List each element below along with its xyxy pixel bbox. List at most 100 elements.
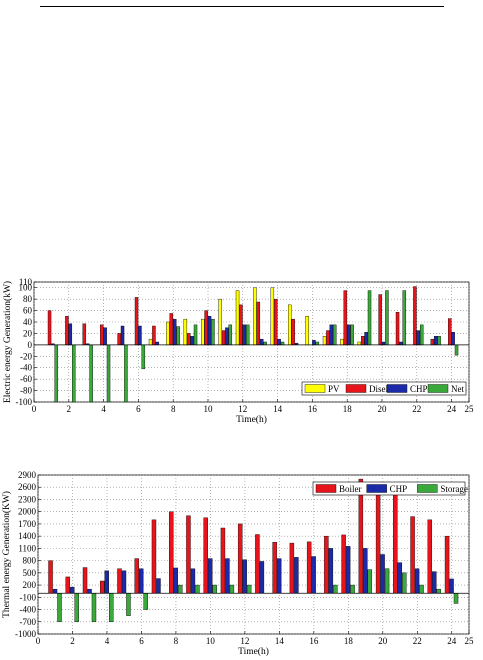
- bar-chp-19: [364, 332, 368, 346]
- bar-net-22: [419, 324, 424, 346]
- legend-label-pv: PV: [328, 384, 340, 394]
- bar-disel-13: [256, 301, 261, 346]
- bar-pv-15: [288, 304, 292, 346]
- bar-net-20: [385, 290, 389, 346]
- y-tick-label: 80: [23, 294, 33, 304]
- legend-swatch-storage: [417, 484, 438, 493]
- y-tick-label: 20: [23, 328, 33, 338]
- bar-chp-13: [259, 561, 265, 594]
- bar-disel-8: [169, 313, 174, 346]
- y-tick-label: -20: [20, 351, 32, 361]
- x-tick-label: 16: [308, 404, 318, 414]
- legend-box: [301, 381, 467, 396]
- x-tick-label: 16: [309, 636, 319, 646]
- bar-storage-5: [126, 593, 131, 616]
- bar-disel-1: [47, 310, 52, 346]
- bar-storage-18: [350, 584, 355, 594]
- bar-boiler-4: [100, 580, 105, 594]
- bar-disel-3: [82, 323, 87, 346]
- bar-boiler-14: [272, 542, 277, 594]
- bar-boiler-24: [444, 535, 450, 594]
- bar-boiler-20: [375, 484, 381, 594]
- bar-disel-5: [117, 333, 121, 346]
- bar-chp-16: [311, 556, 316, 594]
- y-tick-label: 2000: [18, 507, 37, 517]
- chart-2: -1000-700-400-10020050080011001400170020…: [1, 470, 474, 657]
- x-tick-label: 10: [204, 404, 214, 414]
- bar-boiler-9: [186, 515, 191, 594]
- bar-pv-9: [183, 318, 188, 346]
- bar-chp-10: [207, 558, 213, 594]
- x-tick-label: 14: [273, 404, 283, 414]
- y-tick-label: 60: [23, 306, 33, 316]
- x-tick-label: 12: [240, 636, 249, 646]
- bar-net-17: [332, 324, 337, 346]
- bar-boiler-6: [134, 558, 139, 594]
- bar-chp-23: [434, 336, 438, 346]
- x-tick-label: 8: [174, 636, 179, 646]
- legend-label-chp: CHP: [410, 384, 428, 394]
- bar-chp-23: [432, 571, 437, 594]
- y-tick-label: 110: [19, 277, 33, 287]
- legend-label-boiler: Boiler: [339, 484, 362, 494]
- y-tick-label: -400: [20, 605, 37, 615]
- x-tick-label: 10: [206, 636, 216, 646]
- x-axis-label: Time(h): [238, 646, 269, 657]
- bar-chp-8: [172, 318, 177, 346]
- bar-pv-8: [166, 321, 170, 346]
- bar-storage-8: [177, 584, 183, 594]
- bar-net-3: [89, 344, 93, 403]
- x-tick-label: 0: [36, 636, 41, 646]
- y-axis-label: Electric energy Generation(kW): [2, 281, 13, 403]
- bar-chp-7: [155, 341, 160, 346]
- bar-net-14: [280, 341, 285, 346]
- bar-pv-7: [148, 338, 153, 346]
- bar-storage-17: [333, 584, 338, 594]
- bar-disel-17: [326, 330, 330, 346]
- bar-chp-18: [345, 546, 351, 594]
- y-tick-label: 500: [23, 568, 37, 578]
- bar-chp-19: [363, 548, 368, 594]
- bar-pv-14: [270, 287, 275, 346]
- y-tick-label: 0: [28, 340, 33, 350]
- bar-storage-9: [195, 584, 200, 594]
- bar-disel-9: [187, 333, 191, 346]
- x-tick-label: 18: [343, 404, 353, 414]
- y-tick-label: 200: [23, 580, 37, 590]
- bar-disel-19: [361, 336, 365, 346]
- bar-disel-20: [378, 294, 382, 346]
- bar-chp-4: [103, 327, 107, 346]
- legend: PV Disel CHP Net: [301, 381, 467, 396]
- bar-storage-11: [229, 584, 235, 594]
- bar-boiler-13: [255, 534, 260, 594]
- bar-pv-10: [201, 318, 205, 346]
- bar-disel-4: [100, 324, 104, 346]
- y-tick-label: 1700: [18, 519, 37, 529]
- bar-chp-2: [68, 323, 73, 346]
- bar-storage-20: [384, 568, 390, 594]
- bar-chp-6: [138, 325, 142, 346]
- bar-boiler-12: [237, 523, 243, 594]
- bar-net-19: [367, 290, 372, 346]
- x-axis-label: Time(h): [236, 414, 267, 425]
- bar-boiler-8: [168, 511, 174, 594]
- bar-chp-12: [242, 559, 247, 594]
- bar-net-5: [124, 344, 128, 403]
- bar-chp-14: [277, 338, 281, 346]
- bar-storage-21: [402, 572, 407, 594]
- bar-storage-2: [74, 593, 79, 622]
- bar-boiler-5: [117, 568, 122, 594]
- bar-chp-9: [190, 568, 196, 594]
- x-tick-label: 4: [101, 404, 106, 414]
- bar-boiler-1: [48, 560, 53, 594]
- bar-disel-23: [430, 338, 435, 346]
- bar-disel-21: [395, 312, 400, 346]
- bar-boiler-17: [324, 535, 329, 594]
- bar-storage-22: [419, 584, 424, 594]
- y-tick-label: 100: [19, 283, 33, 293]
- bar-net-16: [315, 341, 320, 346]
- y-tick-label: 800: [23, 556, 37, 566]
- bar-boiler-15: [289, 542, 295, 594]
- bar-chp-22: [414, 568, 420, 594]
